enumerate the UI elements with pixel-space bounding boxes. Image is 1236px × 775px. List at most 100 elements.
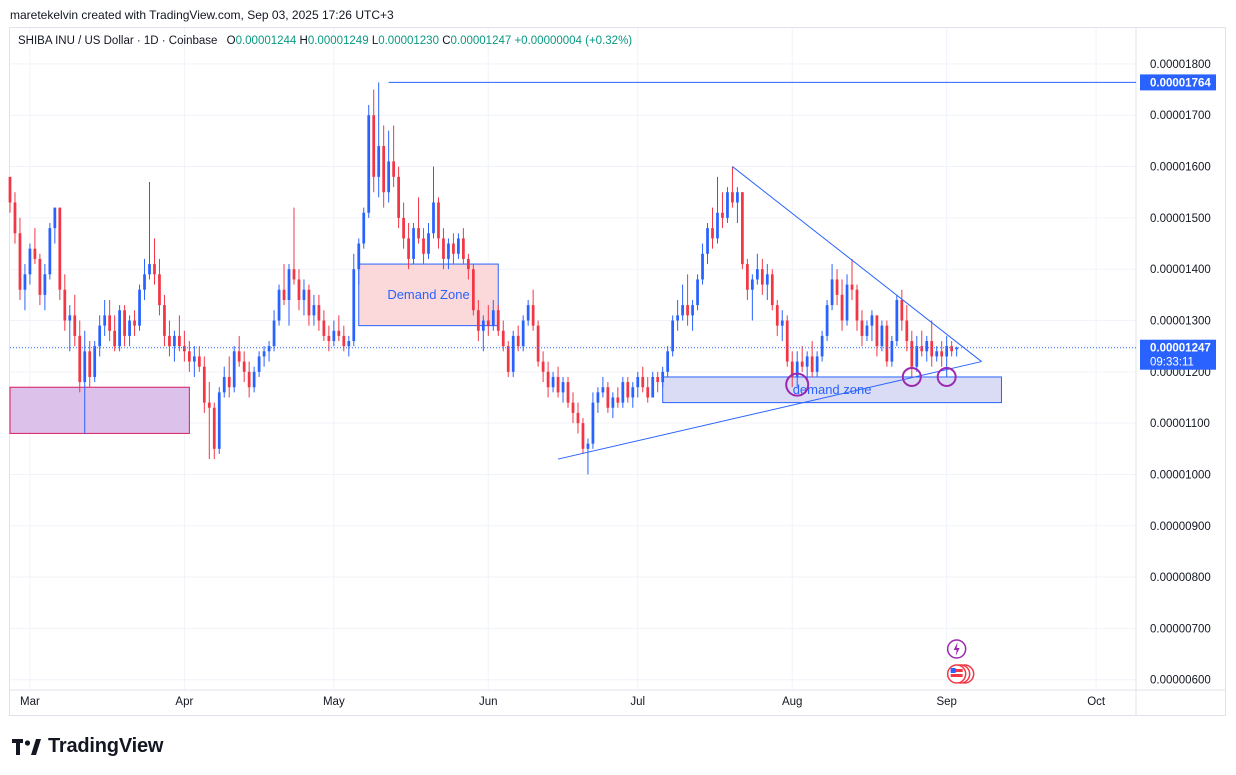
high-label: H [299, 35, 308, 47]
candle-body [257, 356, 261, 372]
candle-body [666, 351, 670, 372]
candle-body [795, 361, 799, 377]
candle-body [930, 341, 934, 357]
candle-body [741, 192, 744, 265]
candle [163, 294, 166, 347]
candle-body [556, 376, 560, 393]
candle [372, 89, 376, 193]
candle [516, 325, 520, 352]
candle [397, 166, 400, 229]
candle-body [88, 351, 92, 377]
candle-body [805, 356, 809, 367]
candle-body [252, 371, 256, 388]
candle [232, 346, 236, 393]
candle [297, 269, 301, 311]
candle-body [327, 335, 331, 342]
candle-body [68, 315, 72, 321]
candle [850, 258, 854, 300]
candle [860, 310, 864, 347]
candle [576, 402, 580, 434]
candle-body [227, 376, 231, 388]
candle-body [392, 161, 396, 177]
touch-circle [785, 372, 810, 397]
candle [257, 351, 261, 377]
candle [33, 228, 37, 265]
candle-body [895, 299, 899, 342]
candle-body [73, 315, 77, 336]
trendline [557, 361, 982, 460]
candle-body [940, 351, 944, 357]
touch-circle [936, 366, 957, 387]
touch-circle [901, 366, 922, 387]
candle-body [641, 376, 645, 388]
tradingview-logo[interactable]: TradingView [12, 735, 163, 758]
candle [312, 294, 316, 326]
us-flag-icon [950, 669, 963, 672]
candle-body [158, 274, 161, 306]
candle-body [317, 305, 321, 321]
candle-body [726, 192, 729, 218]
candle [566, 376, 570, 408]
candle-body [765, 274, 769, 285]
price-tick-label: 0.00001000 [1150, 469, 1211, 481]
candle-body [711, 228, 714, 239]
candle [422, 228, 425, 265]
candle-body [671, 320, 675, 352]
candle [750, 274, 754, 321]
candle [347, 335, 351, 357]
candle [427, 223, 430, 259]
candle-body [606, 387, 610, 408]
candle [471, 264, 475, 316]
candle [83, 330, 87, 434]
candle [626, 376, 630, 403]
candle [128, 315, 131, 347]
candle [895, 294, 899, 347]
candle [183, 330, 186, 362]
high-value: 0.00001249 [307, 35, 369, 47]
candle [825, 299, 829, 342]
candle [770, 269, 774, 311]
candle-body [716, 212, 719, 239]
candle [362, 207, 366, 249]
candle [696, 274, 699, 311]
candle-body [676, 315, 679, 321]
candle [8, 176, 12, 213]
candle [780, 310, 784, 342]
candle-body [432, 202, 435, 234]
candle-body [452, 243, 455, 254]
candle-body [920, 346, 924, 352]
candle-body [935, 351, 939, 357]
candle-body [750, 279, 754, 290]
candle [113, 315, 116, 352]
candle [217, 387, 221, 454]
candle [790, 351, 794, 388]
candle-body [322, 320, 326, 336]
price-tick-label: 0.00001800 [1150, 59, 1211, 71]
candle [571, 392, 575, 424]
candle [815, 351, 819, 377]
candle [337, 315, 341, 342]
candle [830, 264, 834, 311]
candle [706, 223, 709, 265]
candle [43, 264, 47, 311]
candle [496, 305, 500, 336]
candle [945, 335, 949, 377]
candle [302, 279, 306, 316]
candle-body [785, 320, 789, 362]
candle [18, 217, 22, 300]
candle [412, 223, 415, 265]
candle-body [810, 356, 814, 372]
candle-body [681, 305, 684, 316]
candle [915, 335, 919, 372]
candle [606, 382, 610, 413]
candle-body [516, 335, 520, 347]
candle-body [272, 320, 276, 347]
candle-body [332, 330, 336, 342]
candle-body [427, 233, 430, 254]
candle [541, 351, 545, 383]
candle [616, 387, 620, 408]
candle-body [163, 305, 166, 336]
candle-body [108, 315, 112, 331]
price-tick-label: 0.00000900 [1150, 521, 1211, 533]
